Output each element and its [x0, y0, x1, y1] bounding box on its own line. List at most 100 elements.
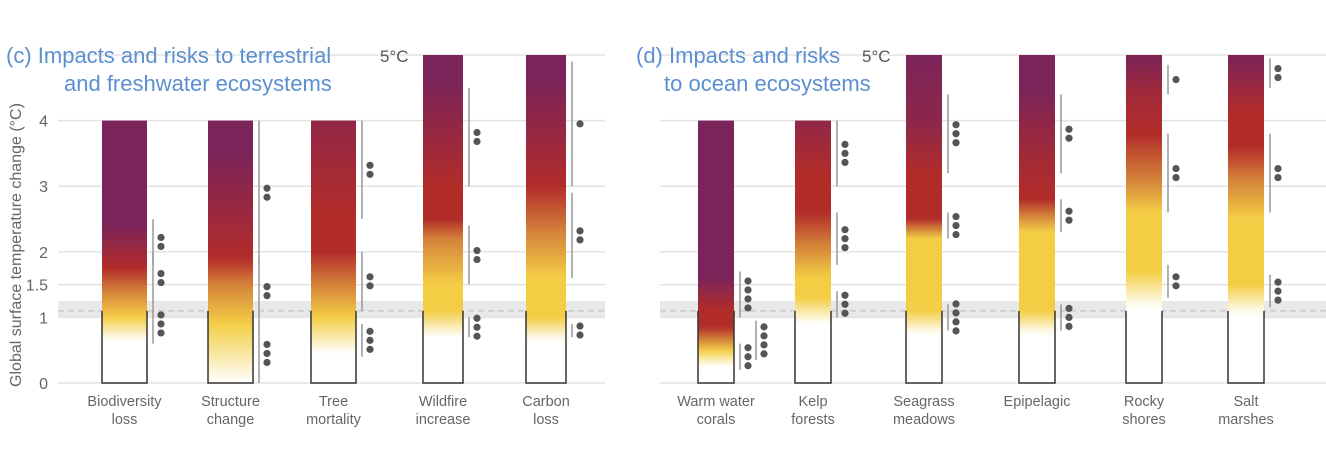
- category-label-line1: Wildfire: [419, 394, 467, 410]
- confidence-dot: [1172, 76, 1180, 84]
- confidence-dot: [841, 291, 849, 299]
- confidence-dot: [744, 277, 752, 285]
- confidence-dot: [366, 336, 374, 344]
- category-label-line2: loss: [533, 412, 559, 428]
- confidence-dot: [841, 140, 849, 148]
- confidence-dot: [952, 212, 960, 221]
- category-label-line2: change: [207, 412, 255, 428]
- ember-bar: [102, 120, 147, 383]
- category-label-line2: corals: [697, 412, 736, 428]
- confidence-dot: [744, 295, 752, 303]
- confidence-dot: [157, 269, 165, 278]
- ember-baseline-outline: [422, 310, 464, 384]
- y-tick-label: 1: [39, 310, 48, 327]
- panel-d-title-line2: to ocean ecosystems: [664, 71, 871, 96]
- ember-baseline-outline: [905, 310, 943, 384]
- confidence-dot: [473, 323, 481, 331]
- ember-baseline-outline: [1125, 310, 1163, 384]
- category-label-line1: Salt: [1234, 394, 1259, 410]
- category-label-line2: loss: [112, 412, 138, 428]
- confidence-dot: [841, 235, 849, 243]
- confidence-dot: [760, 350, 768, 358]
- ember-bar: [1228, 55, 1264, 383]
- ember-bar: [526, 55, 566, 383]
- ember-bar: [1126, 55, 1162, 383]
- ember-bar: [208, 120, 253, 383]
- category-label-line2: forests: [791, 412, 835, 428]
- panel-d-5c-label: 5°C: [862, 47, 891, 66]
- confidence-dot: [744, 344, 752, 352]
- confidence-dot: [157, 320, 165, 328]
- confidence-dot: [157, 311, 165, 319]
- category-label-line2: marshes: [1218, 412, 1274, 428]
- confidence-dot: [576, 331, 584, 339]
- ember-baseline-outline: [1227, 310, 1265, 384]
- category-label-line1: Epipelagic: [1004, 394, 1071, 410]
- confidence-dot: [744, 286, 752, 294]
- confidence-dot: [473, 314, 481, 322]
- ember-baseline-outline: [1018, 310, 1056, 384]
- confidence-dot: [952, 130, 960, 138]
- confidence-dot: [1065, 313, 1073, 321]
- confidence-dot: [473, 332, 481, 340]
- confidence-dot: [1172, 173, 1180, 182]
- confidence-dot: [841, 300, 849, 308]
- confidence-dot: [952, 139, 960, 147]
- category-label-line1: Structure: [201, 394, 260, 410]
- confidence-dot: [263, 340, 271, 349]
- confidence-dot: [841, 158, 849, 166]
- confidence-dot: [366, 161, 374, 169]
- confidence-dot: [576, 120, 584, 128]
- confidence-dot: [1274, 73, 1282, 82]
- ember-bar: [423, 55, 463, 383]
- confidence-dot: [952, 300, 960, 308]
- confidence-dot: [841, 309, 849, 317]
- confidence-dot: [1065, 125, 1073, 133]
- confidence-dot: [1172, 273, 1180, 281]
- confidence-dot: [366, 170, 374, 178]
- confidence-dot: [841, 226, 849, 234]
- ember-baseline-outline: [794, 310, 832, 384]
- confidence-dot: [760, 323, 768, 331]
- confidence-dot: [473, 255, 481, 264]
- ember-baseline-outline: [207, 310, 254, 384]
- confidence-dot: [263, 283, 271, 291]
- confidence-dot: [263, 292, 271, 300]
- confidence-dot: [157, 233, 165, 242]
- panel-c-title-line2: and freshwater ecosystems: [64, 71, 332, 96]
- category-label-line1: Warm water: [677, 394, 755, 410]
- category-label-line1: Tree: [319, 394, 348, 410]
- category-label-line1: Kelp: [798, 394, 827, 410]
- panel-c-title-line1: (c) Impacts and risks to terrestrial: [6, 43, 331, 68]
- confidence-dot: [1065, 216, 1073, 224]
- y-tick-label: 4: [39, 114, 48, 131]
- confidence-dot: [744, 362, 752, 370]
- y-tick-label: 3: [39, 179, 48, 196]
- confidence-dot: [366, 345, 374, 353]
- confidence-dot: [841, 149, 849, 157]
- ember-baseline-outline: [101, 310, 148, 384]
- category-label-line2: increase: [416, 412, 471, 428]
- confidence-dot: [744, 353, 752, 361]
- ember-bar: [1019, 55, 1055, 383]
- confidence-dot: [744, 304, 752, 312]
- confidence-dot: [1274, 287, 1282, 295]
- y-axis-label: Global surface temperature change (°C): [8, 103, 25, 387]
- category-label-line1: Seagrass: [893, 394, 954, 410]
- recent-warming-band: [660, 301, 1326, 318]
- confidence-dot: [263, 193, 271, 201]
- confidence-dot: [1274, 278, 1282, 286]
- ember-bar: [698, 120, 734, 383]
- confidence-dot: [952, 327, 960, 335]
- confidence-dot: [263, 184, 271, 192]
- embers: Biodiversity loss Structure change Tree morta…: [87, 55, 1282, 428]
- confidence-dot: [760, 332, 768, 340]
- confidence-dot: [473, 128, 481, 137]
- confidence-dot: [952, 318, 960, 326]
- confidence-dot: [366, 327, 374, 335]
- y-tick-label: 1.5: [26, 278, 48, 295]
- ember-baseline-outline: [525, 310, 567, 384]
- confidence-dot: [1172, 282, 1180, 290]
- y-tick-label: 2: [39, 245, 48, 262]
